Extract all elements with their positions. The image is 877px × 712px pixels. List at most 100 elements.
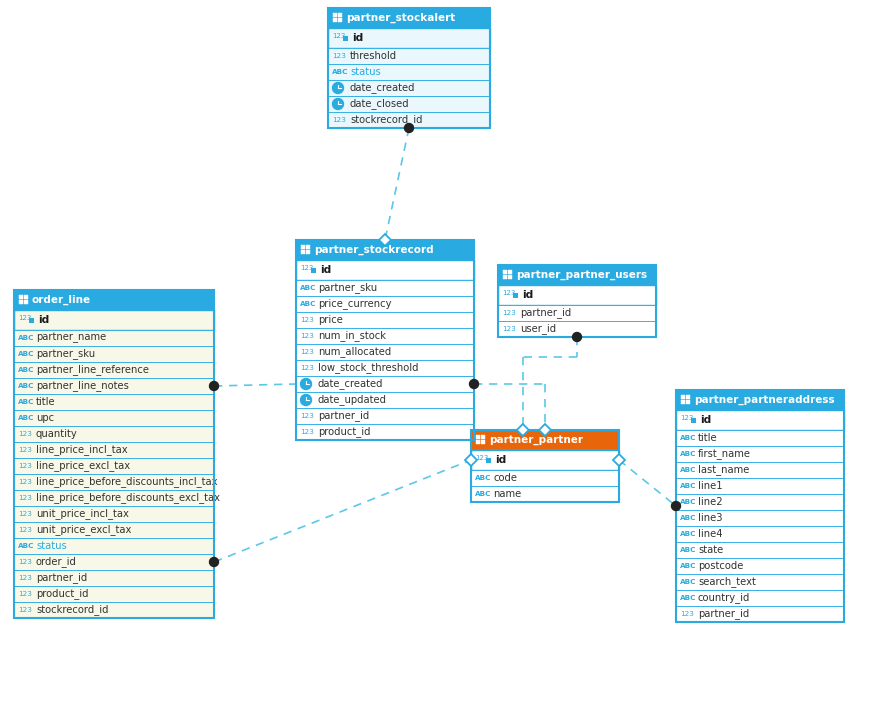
Text: ABC: ABC <box>18 543 34 549</box>
Text: product_id: product_id <box>318 426 370 437</box>
Text: 123: 123 <box>300 333 314 339</box>
FancyBboxPatch shape <box>296 280 474 296</box>
FancyBboxPatch shape <box>498 321 656 337</box>
Bar <box>338 18 342 22</box>
Circle shape <box>332 83 344 93</box>
Text: 123: 123 <box>475 455 488 461</box>
Text: 123: 123 <box>680 415 694 421</box>
Bar <box>503 275 507 279</box>
Bar <box>311 268 316 273</box>
Bar <box>19 300 23 304</box>
Bar <box>686 395 690 399</box>
FancyBboxPatch shape <box>14 602 214 618</box>
FancyBboxPatch shape <box>328 8 490 28</box>
Text: price: price <box>318 315 343 325</box>
FancyBboxPatch shape <box>14 586 214 602</box>
Text: line_price_excl_tax: line_price_excl_tax <box>36 461 130 471</box>
Bar <box>476 440 480 444</box>
Text: ABC: ABC <box>475 491 491 497</box>
Text: ABC: ABC <box>18 415 34 421</box>
Text: partner_line_reference: partner_line_reference <box>36 365 149 375</box>
FancyBboxPatch shape <box>14 426 214 442</box>
Text: 123: 123 <box>502 290 516 296</box>
FancyBboxPatch shape <box>676 430 844 446</box>
Text: line2: line2 <box>698 497 723 507</box>
Text: ABC: ABC <box>680 547 696 553</box>
Text: unit_price_incl_tax: unit_price_incl_tax <box>36 508 129 520</box>
Text: title: title <box>36 397 55 407</box>
FancyBboxPatch shape <box>296 424 474 440</box>
FancyBboxPatch shape <box>676 410 844 430</box>
Bar <box>508 275 512 279</box>
FancyBboxPatch shape <box>328 112 490 128</box>
Text: line1: line1 <box>698 481 723 491</box>
Circle shape <box>210 382 218 390</box>
Text: 123: 123 <box>300 365 314 371</box>
Text: ABC: ABC <box>475 475 491 481</box>
FancyBboxPatch shape <box>296 408 474 424</box>
Text: ABC: ABC <box>18 367 34 373</box>
Bar <box>681 400 685 404</box>
FancyBboxPatch shape <box>14 290 214 310</box>
FancyBboxPatch shape <box>14 522 214 538</box>
Text: country_id: country_id <box>698 592 751 604</box>
Polygon shape <box>465 454 477 466</box>
FancyBboxPatch shape <box>676 494 844 510</box>
Text: 123: 123 <box>332 33 346 39</box>
FancyBboxPatch shape <box>471 486 619 502</box>
Text: id: id <box>320 265 332 275</box>
Circle shape <box>469 379 479 389</box>
Text: low_stock_threshold: low_stock_threshold <box>318 362 418 374</box>
Bar <box>301 250 305 254</box>
Text: unit_price_excl_tax: unit_price_excl_tax <box>36 525 132 535</box>
Text: 123: 123 <box>680 611 694 617</box>
FancyBboxPatch shape <box>471 470 619 486</box>
Text: 123: 123 <box>18 447 32 453</box>
Text: 123: 123 <box>18 575 32 581</box>
Text: order_id: order_id <box>36 557 77 567</box>
Bar <box>476 435 480 439</box>
Text: last_name: last_name <box>698 464 749 476</box>
Text: ABC: ABC <box>680 451 696 457</box>
Text: ABC: ABC <box>18 335 34 341</box>
Text: ABC: ABC <box>680 595 696 601</box>
Text: 123: 123 <box>300 413 314 419</box>
Text: partner_sku: partner_sku <box>318 283 377 293</box>
Text: price_currency: price_currency <box>318 298 391 310</box>
Polygon shape <box>517 424 529 436</box>
FancyBboxPatch shape <box>296 296 474 312</box>
Text: first_name: first_name <box>698 449 751 459</box>
FancyBboxPatch shape <box>328 28 490 48</box>
Text: date_created: date_created <box>350 83 416 93</box>
Text: line_price_before_discounts_excl_tax: line_price_before_discounts_excl_tax <box>36 493 220 503</box>
Bar <box>306 245 310 249</box>
Text: 123: 123 <box>502 326 516 332</box>
FancyBboxPatch shape <box>676 590 844 606</box>
Text: num_in_stock: num_in_stock <box>318 330 386 342</box>
Text: 123: 123 <box>18 495 32 501</box>
Text: ABC: ABC <box>680 563 696 569</box>
FancyBboxPatch shape <box>14 506 214 522</box>
Circle shape <box>573 333 581 342</box>
Text: ABC: ABC <box>680 531 696 537</box>
Text: 123: 123 <box>502 310 516 316</box>
FancyBboxPatch shape <box>328 80 490 96</box>
Text: state: state <box>698 545 724 555</box>
Bar <box>513 293 518 298</box>
Text: ABC: ABC <box>680 515 696 521</box>
FancyBboxPatch shape <box>498 285 656 305</box>
Text: status: status <box>350 67 381 77</box>
Text: 123: 123 <box>18 431 32 437</box>
Bar <box>19 295 23 299</box>
Text: name: name <box>493 489 521 499</box>
Text: id: id <box>38 315 49 325</box>
Text: date_updated: date_updated <box>318 394 387 405</box>
Text: 123: 123 <box>300 317 314 323</box>
Text: stockrecord_id: stockrecord_id <box>350 115 423 125</box>
FancyBboxPatch shape <box>14 330 214 346</box>
Polygon shape <box>379 234 391 246</box>
FancyBboxPatch shape <box>676 606 844 622</box>
FancyBboxPatch shape <box>296 312 474 328</box>
FancyBboxPatch shape <box>14 378 214 394</box>
Text: status: status <box>36 541 67 551</box>
